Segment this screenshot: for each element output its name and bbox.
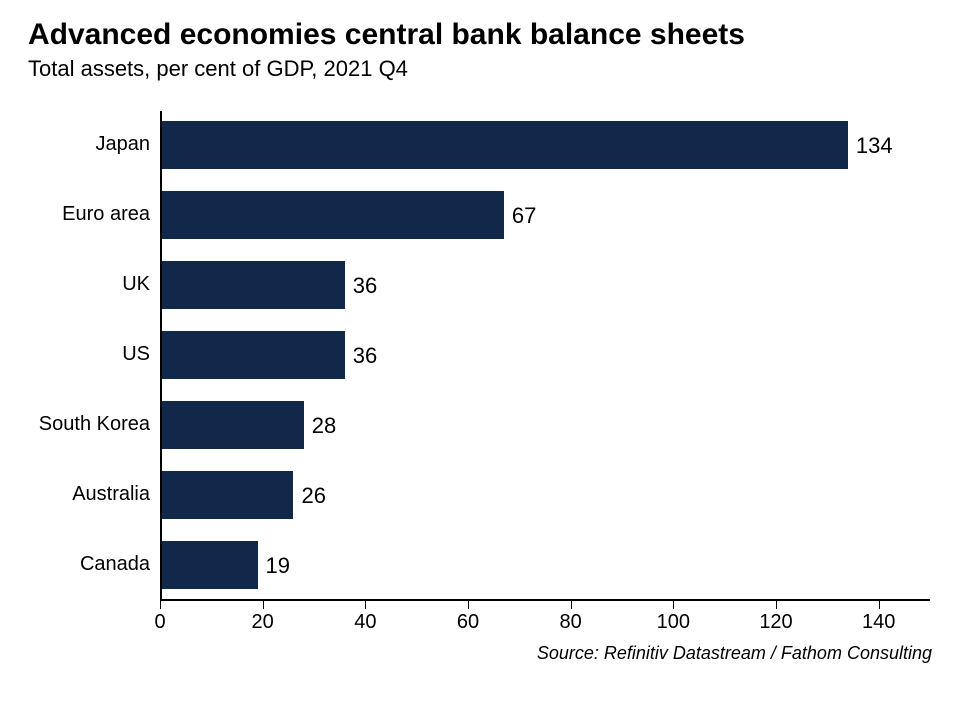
bar-value-label: 26 [301, 483, 325, 509]
x-tick [468, 599, 469, 609]
y-axis-label: Australia [10, 483, 150, 506]
x-tick [571, 599, 572, 609]
x-tick [879, 599, 880, 609]
chart-root: Advanced economies central bank balance … [0, 0, 960, 720]
bar [160, 401, 304, 449]
y-axis-label: Euro area [10, 203, 150, 226]
x-axis-line [160, 599, 930, 601]
bar [160, 121, 848, 169]
bar-value-label: 36 [353, 343, 377, 369]
x-tick-label: 120 [746, 611, 806, 634]
x-tick [263, 599, 264, 609]
plot-area: Japan134Euro area67UK36US36South Korea28… [160, 105, 930, 635]
x-tick [776, 599, 777, 609]
x-tick-label: 140 [849, 611, 909, 634]
x-tick-label: 40 [335, 611, 395, 634]
y-axis-label: South Korea [10, 413, 150, 436]
x-tick [160, 599, 161, 609]
bar [160, 261, 345, 309]
x-tick-label: 0 [130, 611, 190, 634]
x-tick-label: 20 [233, 611, 293, 634]
x-tick-label: 60 [438, 611, 498, 634]
bar [160, 331, 345, 379]
bar-value-label: 67 [512, 203, 536, 229]
bar-value-label: 36 [353, 273, 377, 299]
chart-subtitle: Total assets, per cent of GDP, 2021 Q4 [28, 56, 932, 82]
bar [160, 541, 258, 589]
bar-value-label: 134 [856, 133, 893, 159]
y-axis-label: Japan [10, 133, 150, 156]
y-axis-label: UK [10, 273, 150, 296]
bar-value-label: 19 [266, 553, 290, 579]
x-tick-label: 80 [541, 611, 601, 634]
source-line: Source: Refinitiv Datastream / Fathom Co… [537, 643, 932, 664]
y-axis-label: Canada [10, 553, 150, 576]
bar-value-label: 28 [312, 413, 336, 439]
x-tick-label: 100 [643, 611, 703, 634]
y-axis-label: US [10, 343, 150, 366]
bar [160, 191, 504, 239]
chart-title: Advanced economies central bank balance … [28, 18, 932, 52]
x-tick [365, 599, 366, 609]
y-axis-line [160, 111, 162, 599]
x-tick [673, 599, 674, 609]
bar [160, 471, 293, 519]
